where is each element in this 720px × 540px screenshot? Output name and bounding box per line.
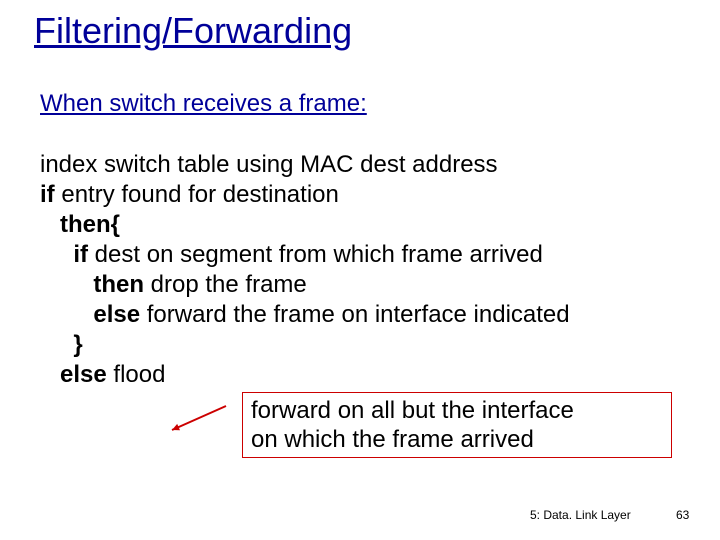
callout-line-2: on which the frame arrived [251,426,663,455]
footer-page-number: 63 [676,508,689,522]
callout-arrow-icon [0,0,720,540]
flood-callout: forward on all but the interface on whic… [242,392,672,458]
slide: Filtering/Forwarding When switch receive… [0,0,720,540]
footer-chapter: 5: Data. Link Layer [530,508,631,522]
callout-line-1: forward on all but the interface [251,397,663,426]
